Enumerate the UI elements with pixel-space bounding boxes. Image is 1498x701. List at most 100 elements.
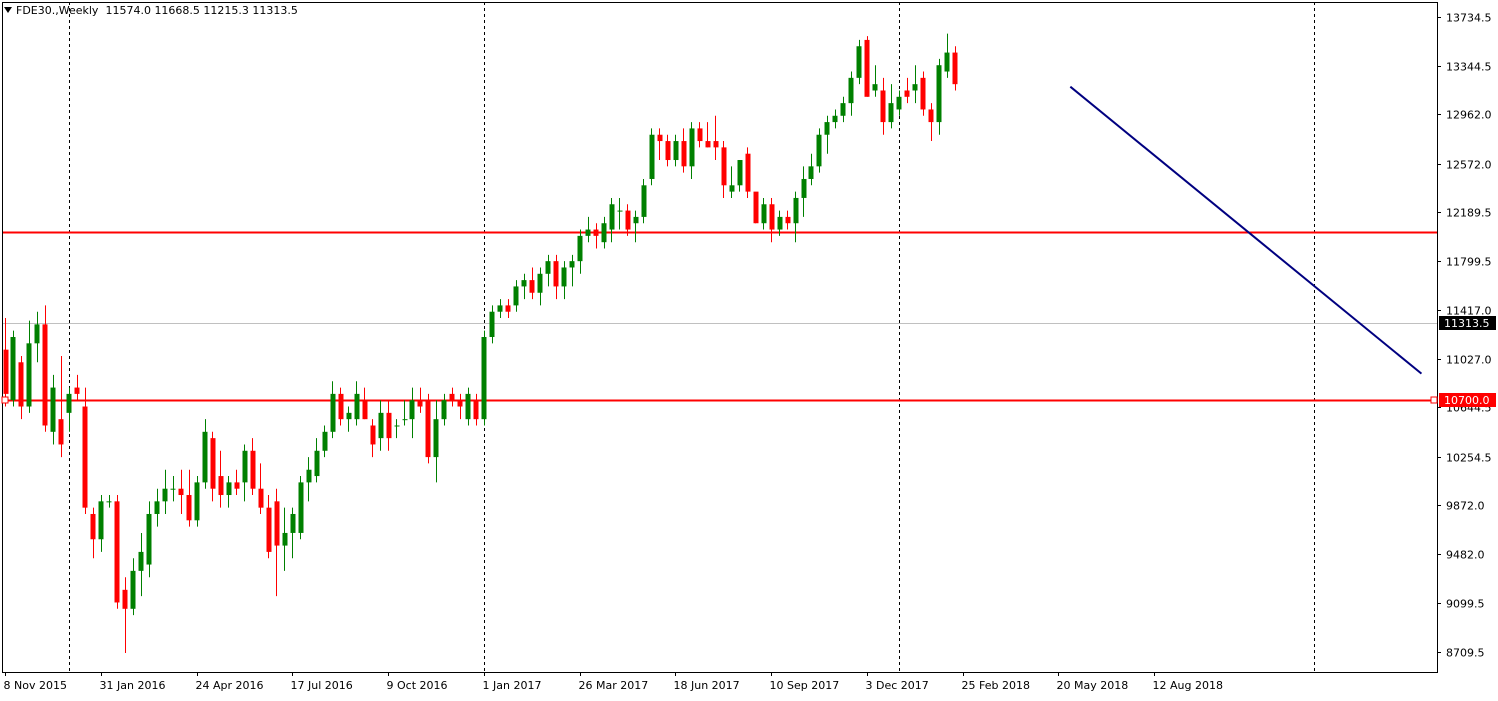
candle bbox=[641, 178, 647, 224]
x-tick-label: 26 Mar 2017 bbox=[579, 679, 649, 692]
triangle-down-icon[interactable] bbox=[4, 7, 12, 13]
candle bbox=[872, 65, 878, 97]
candle-body bbox=[769, 204, 775, 230]
candle-body bbox=[641, 185, 647, 217]
candle-body bbox=[210, 438, 216, 489]
candle-body bbox=[912, 84, 918, 91]
candle bbox=[10, 330, 16, 407]
candle-body bbox=[896, 96, 902, 110]
candle bbox=[848, 71, 854, 116]
candle bbox=[242, 444, 248, 502]
candle-body bbox=[928, 109, 934, 123]
candle bbox=[649, 128, 655, 186]
candle-body bbox=[250, 450, 256, 489]
candle bbox=[832, 109, 838, 129]
candle bbox=[194, 476, 200, 527]
y-tick-label: 12962.0 bbox=[1446, 109, 1492, 122]
candle bbox=[346, 406, 352, 432]
candle-body bbox=[306, 469, 312, 483]
candle bbox=[250, 438, 256, 496]
candle-body bbox=[298, 482, 304, 533]
candle bbox=[473, 393, 479, 426]
x-tick-label: 9 Oct 2016 bbox=[387, 679, 448, 692]
candle-body bbox=[793, 197, 799, 224]
candle bbox=[178, 469, 184, 514]
candle-body bbox=[242, 450, 248, 483]
candle-body bbox=[689, 128, 695, 167]
candle-body bbox=[481, 337, 487, 420]
candle-body bbox=[186, 495, 192, 521]
candle-body bbox=[657, 134, 663, 142]
candle-body bbox=[465, 393, 471, 420]
candle-body bbox=[529, 280, 535, 293]
candle bbox=[481, 330, 487, 426]
candle bbox=[26, 320, 32, 413]
candle-body bbox=[561, 267, 567, 287]
x-tick-label: 8 Nov 2015 bbox=[4, 679, 67, 692]
candle-body bbox=[258, 488, 264, 508]
candle-body bbox=[378, 412, 384, 439]
candle bbox=[513, 280, 519, 312]
candle bbox=[290, 507, 296, 559]
x-tick-label: 25 Feb 2018 bbox=[962, 679, 1030, 692]
candle bbox=[441, 393, 447, 426]
candle-body bbox=[872, 84, 878, 91]
level-anchor-handle[interactable] bbox=[1430, 396, 1438, 404]
candle bbox=[785, 210, 791, 230]
x-tick-label: 10 Sep 2017 bbox=[770, 679, 840, 692]
candle-body bbox=[513, 286, 519, 306]
candle bbox=[338, 387, 344, 426]
candle bbox=[362, 387, 368, 420]
candle bbox=[162, 469, 168, 514]
candle bbox=[904, 77, 910, 104]
candle-body bbox=[330, 393, 336, 432]
ohlc-readout: 11574.0 11668.5 11215.3 11313.5 bbox=[105, 4, 298, 17]
candle-body bbox=[202, 431, 208, 483]
candle-body bbox=[840, 103, 846, 116]
candle bbox=[577, 229, 583, 274]
candle bbox=[689, 122, 695, 179]
candle bbox=[170, 476, 176, 502]
candle-body bbox=[497, 305, 503, 312]
candle-body bbox=[178, 488, 184, 496]
candle-body bbox=[649, 134, 655, 179]
candle bbox=[777, 210, 783, 236]
candle-body bbox=[58, 419, 64, 445]
candle bbox=[617, 197, 623, 230]
candle-body bbox=[673, 141, 679, 161]
candle-body bbox=[106, 501, 112, 503]
candle bbox=[226, 476, 232, 508]
candle-body bbox=[10, 337, 16, 401]
candle bbox=[409, 387, 415, 439]
level-price-label: 10700.0 bbox=[1444, 394, 1490, 407]
candle-body bbox=[681, 141, 687, 167]
candle bbox=[106, 495, 112, 508]
y-tick-label: 12572.0 bbox=[1446, 159, 1492, 172]
candle-body bbox=[114, 501, 120, 603]
level-anchor-handle[interactable] bbox=[1, 396, 9, 404]
plot-frame bbox=[2, 2, 1438, 673]
candle-body bbox=[729, 185, 735, 192]
candle bbox=[537, 267, 543, 306]
trendline[interactable] bbox=[1069, 85, 1423, 375]
candle-body bbox=[944, 52, 950, 72]
candle-body bbox=[90, 513, 96, 540]
candle bbox=[146, 501, 152, 578]
candle-body bbox=[394, 425, 400, 427]
candle bbox=[314, 438, 320, 483]
candle bbox=[896, 90, 902, 116]
candle-body bbox=[194, 482, 200, 521]
candle-body bbox=[585, 229, 591, 236]
candle bbox=[394, 419, 400, 439]
candle-body bbox=[824, 122, 830, 135]
candle bbox=[306, 457, 312, 502]
candle-body bbox=[354, 393, 360, 420]
candle-body bbox=[537, 273, 543, 293]
candle bbox=[210, 431, 216, 502]
candle bbox=[593, 223, 599, 249]
candle-body bbox=[26, 343, 32, 407]
candle bbox=[721, 141, 727, 198]
candle-body bbox=[753, 191, 759, 224]
candle-body bbox=[665, 141, 671, 161]
